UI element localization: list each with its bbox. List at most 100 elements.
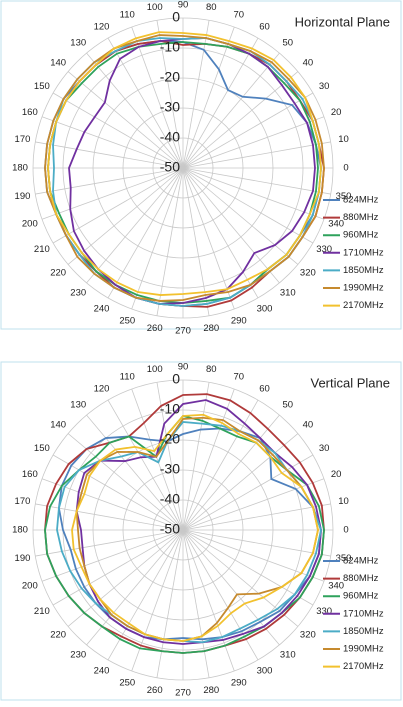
angle-label: 260 [147, 685, 163, 696]
legend-label: 1710MHz [343, 608, 384, 619]
angle-label: 90 [178, 362, 189, 373]
angle-label: 150 [34, 443, 50, 454]
spoke [182, 503, 331, 531]
spoke [182, 116, 325, 169]
spoke [41, 478, 184, 531]
spoke [182, 399, 259, 531]
angle-label: 50 [282, 400, 293, 411]
angle-label: 150 [34, 81, 50, 92]
spoke [52, 167, 184, 244]
angle-label: 100 [147, 364, 163, 375]
legend-label: 1990MHz [343, 644, 384, 655]
spoke [35, 167, 184, 195]
y-tick-label: -50 [160, 521, 180, 537]
angle-label: 160 [22, 107, 38, 118]
angle-label: 350 [336, 191, 352, 202]
angle-label: 120 [94, 383, 110, 394]
angle-label: 190 [15, 191, 31, 202]
y-tick-label: -40 [160, 491, 180, 507]
angle-label: 200 [22, 218, 38, 229]
spoke [182, 454, 314, 531]
angle-label: 130 [70, 400, 86, 411]
angle-label: 240 [94, 304, 110, 315]
legend-label: 824MHz [343, 556, 379, 567]
angle-label: 310 [280, 649, 296, 660]
angle-label: 290 [231, 316, 247, 327]
spoke [182, 433, 299, 531]
angle-label: 190 [15, 553, 31, 564]
y-tick-label: -30 [160, 99, 180, 115]
angle-label: 40 [303, 58, 314, 69]
y-tick-label: -50 [160, 159, 180, 175]
spoke [182, 529, 235, 672]
spoke [86, 167, 184, 284]
angle-label: 20 [331, 107, 342, 118]
spoke [182, 141, 331, 169]
spoke [131, 388, 184, 531]
spoke [182, 167, 235, 310]
spoke [52, 92, 184, 169]
spoke [52, 529, 184, 606]
spoke [35, 503, 184, 531]
legend-label: 2170MHz [343, 661, 384, 672]
angle-label: 10 [338, 134, 349, 145]
legend-label: 1850MHz [343, 626, 384, 637]
angle-label: 90 [178, 0, 189, 11]
y-tick-label: -20 [160, 431, 180, 447]
spoke [182, 529, 314, 606]
angle-label: 270 [175, 688, 191, 699]
y-tick-label: -20 [160, 69, 180, 85]
angle-label: 350 [336, 553, 352, 564]
spoke [182, 167, 325, 220]
angle-label: 30 [319, 81, 330, 92]
chart-title: Horizontal Plane [295, 14, 390, 29]
series-line [75, 399, 322, 645]
legend-label: 1710MHz [343, 247, 384, 258]
spoke [182, 529, 299, 627]
angle-label: 210 [34, 606, 50, 617]
spoke [131, 167, 184, 310]
angle-label: 50 [282, 38, 293, 49]
spoke [182, 52, 280, 169]
angle-label: 210 [34, 244, 50, 255]
spoke [107, 529, 184, 661]
y-tick-label: -40 [160, 129, 180, 145]
legend-label: 2170MHz [343, 300, 384, 311]
spoke [41, 116, 184, 169]
angle-label: 340 [328, 580, 344, 591]
legend-label: 824MHz [343, 195, 379, 206]
angle-label: 0 [343, 525, 348, 536]
angle-label: 10 [338, 496, 349, 507]
angle-label: 170 [15, 496, 31, 507]
angle-label: 170 [15, 134, 31, 145]
angle-label: 160 [22, 469, 38, 480]
spoke [86, 529, 184, 646]
spoke [107, 167, 184, 299]
angle-label: 300 [257, 304, 273, 315]
spoke [182, 529, 259, 661]
spoke [182, 414, 280, 531]
spoke [182, 167, 210, 316]
spoke [67, 529, 184, 627]
spoke [182, 388, 235, 531]
spoke [41, 529, 184, 582]
spoke [182, 167, 299, 265]
spoke [182, 167, 280, 284]
angle-label: 80 [206, 364, 217, 375]
spoke [182, 167, 314, 244]
legend-label: 1850MHz [343, 265, 384, 276]
angle-label: 230 [70, 649, 86, 660]
radar-chart: Vertical Plane 0 10 20 30 40 50 60 70 80 90 100 110 1… [12, 362, 390, 699]
angle-label: 250 [119, 316, 135, 327]
spoke [86, 52, 184, 169]
angle-label: 240 [94, 666, 110, 677]
legend-label: 960MHz [343, 591, 379, 602]
legend-label: 880MHz [343, 573, 379, 584]
angle-label: 60 [259, 383, 270, 394]
spoke [35, 529, 184, 557]
chart-title: Vertical Plane [311, 375, 391, 390]
spoke [156, 20, 184, 169]
angle-label: 320 [300, 267, 316, 278]
spoke [182, 529, 331, 557]
